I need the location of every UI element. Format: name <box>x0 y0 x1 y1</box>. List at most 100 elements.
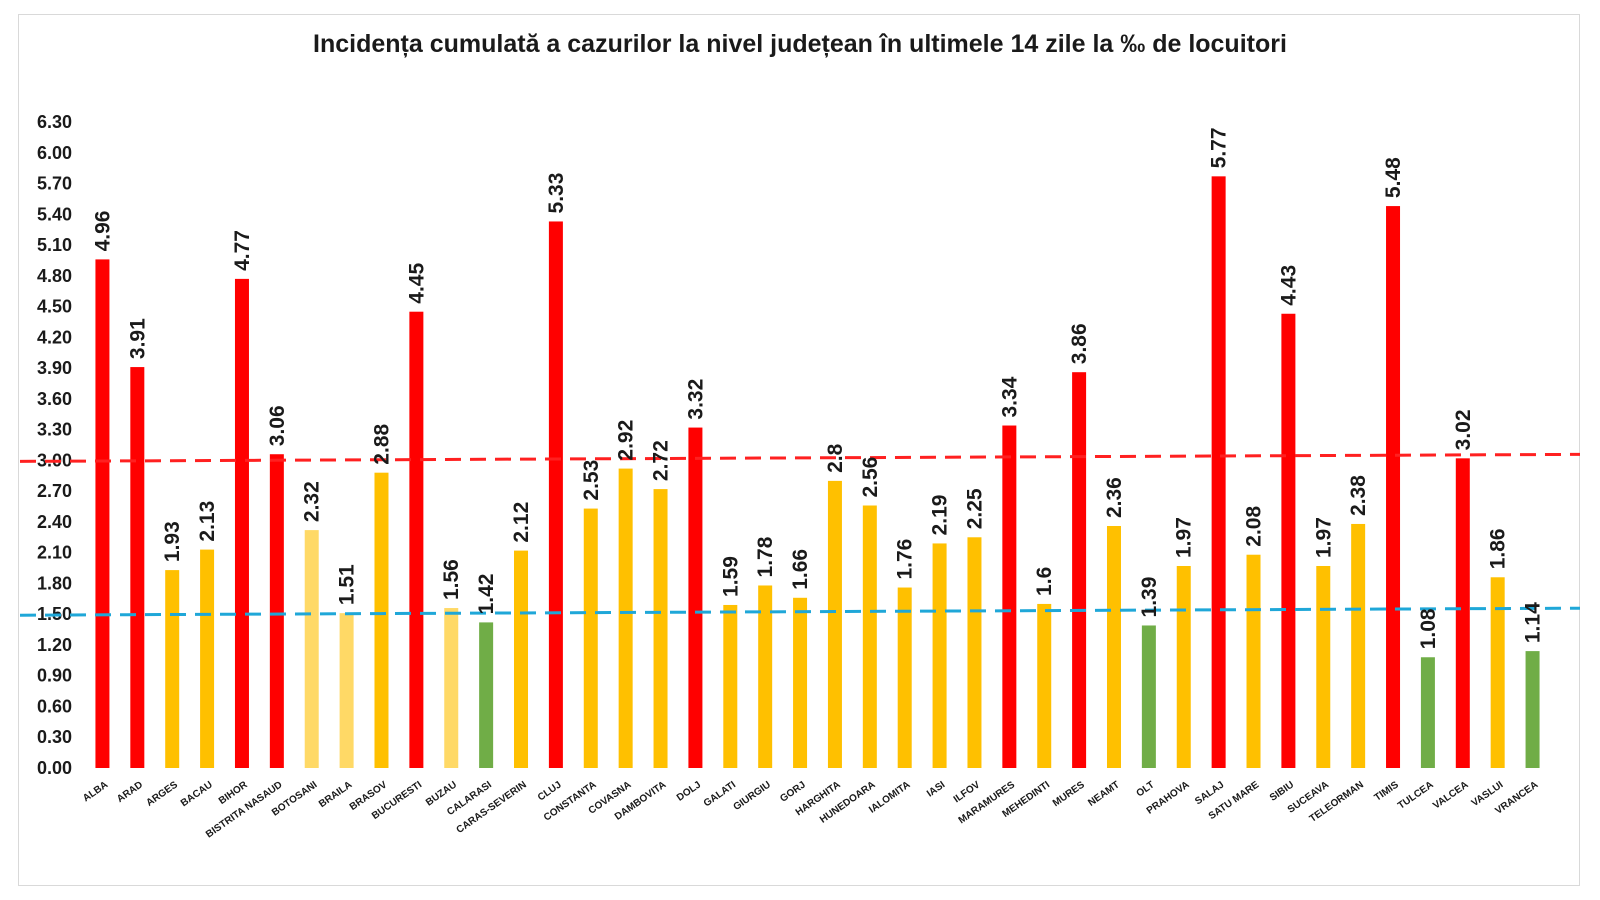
bar-value-label: 1.93 <box>161 521 184 562</box>
bar-galati <box>723 604 738 768</box>
x-tick-label: IASI <box>925 779 947 799</box>
x-tick-label: CLUJ <box>536 779 564 803</box>
y-tick-label: 1.80 <box>37 573 72 593</box>
x-tick-label: VALCEA <box>1431 779 1470 811</box>
bar-value-label: 2.12 <box>510 502 533 543</box>
x-tick-label: TIMIS <box>1373 779 1401 803</box>
bar-teleorman <box>1351 523 1366 768</box>
y-tick-label: 0.30 <box>37 727 72 747</box>
bar-value-label: 1.39 <box>1138 577 1161 618</box>
bar-braila <box>339 613 354 768</box>
y-tick-label: 5.10 <box>37 235 72 255</box>
y-tick-label: 1.20 <box>37 635 72 655</box>
bar-value-label: 4.77 <box>231 230 254 271</box>
bar-value-label: 1.08 <box>1417 608 1440 649</box>
bar-value-label: 5.48 <box>1382 157 1405 198</box>
bar-value-label: 2.92 <box>615 420 638 461</box>
y-tick-label: 6.00 <box>37 143 72 163</box>
bar-salaj <box>1211 176 1226 768</box>
y-tick-label: 5.70 <box>37 174 72 194</box>
bars <box>95 176 1540 769</box>
y-tick-label: 0.90 <box>37 666 72 686</box>
bar-bacau <box>200 549 215 768</box>
x-tick-label: TULCEA <box>1396 779 1436 811</box>
bar-value-label: 2.88 <box>370 423 393 464</box>
x-tick-label: BACAU <box>179 779 215 809</box>
y-tick-label: 6.30 <box>37 112 72 132</box>
y-tick-label: 3.90 <box>37 358 72 378</box>
bar-value-label: 1.42 <box>475 574 498 615</box>
bar-value-label: 1.59 <box>719 556 742 597</box>
bar-value-label: 1.6 <box>1033 567 1056 596</box>
bar-bistrita-nasaud <box>269 454 284 768</box>
bar-value-label: 5.77 <box>1208 127 1231 168</box>
bar-harghita <box>827 480 842 768</box>
x-tick-label: OLT <box>1134 779 1156 799</box>
y-tick-label: 5.40 <box>37 204 72 224</box>
bar-dambovita <box>653 489 668 768</box>
bar-value-label: 3.34 <box>998 376 1021 417</box>
bar-bucuresti <box>409 311 424 768</box>
bar-giurgiu <box>758 585 773 768</box>
bar-timis <box>1386 206 1401 769</box>
bar-sibiu <box>1281 313 1296 768</box>
x-tick-label: GIURGIU <box>732 779 773 813</box>
bar-dolj <box>688 427 703 768</box>
bar-satu-mare <box>1246 554 1261 768</box>
bar-hunedoara <box>862 505 877 768</box>
y-tick-label: 2.70 <box>37 481 72 501</box>
bar-botosani <box>304 530 319 768</box>
bar-value-label: 2.8 <box>824 443 847 473</box>
bar-value-label: 1.78 <box>754 536 777 577</box>
bar-gorj <box>793 597 808 768</box>
bar-value-label: 1.14 <box>1522 602 1545 643</box>
bar-tulcea <box>1420 657 1435 768</box>
bar-caras-severin <box>514 550 529 768</box>
reference-line-1-5 <box>19 606 1581 617</box>
bar-value-label: 2.36 <box>1103 477 1126 518</box>
bar-arges <box>165 570 180 768</box>
bar-suceava <box>1316 565 1331 768</box>
bar-value-label: 3.32 <box>684 379 707 420</box>
bar-constanta <box>583 508 598 768</box>
bar-buzau <box>444 608 459 768</box>
y-tick-label: 4.20 <box>37 327 72 347</box>
bar-bihor <box>234 278 249 768</box>
bar-value-label: 2.25 <box>963 488 986 529</box>
bar-value-label: 3.02 <box>1452 409 1475 450</box>
bar-value-label: 5.33 <box>545 173 568 214</box>
bar-value-label: 1.76 <box>894 539 917 580</box>
bar-value-label: 2.13 <box>196 501 219 542</box>
x-tick-label: DOLJ <box>675 779 703 803</box>
bar-mures <box>1072 372 1087 768</box>
bar-value-label: 3.91 <box>126 318 149 359</box>
bar-value-label: 4.43 <box>1277 265 1300 306</box>
bar-calarasi <box>479 622 494 768</box>
bar-value-label: 3.86 <box>1068 323 1091 364</box>
x-tick-label: ARAD <box>115 779 145 805</box>
bar-value-label: 2.19 <box>929 495 952 536</box>
bar-value-label: 2.56 <box>859 457 882 498</box>
bar-arad <box>130 367 145 768</box>
bar-neamt <box>1106 526 1121 768</box>
bar-value-label: 1.97 <box>1173 517 1196 558</box>
x-tick-label: ALBA <box>81 779 110 804</box>
bar-value-label: 4.96 <box>91 211 114 252</box>
y-tick-label: 0.60 <box>37 696 72 716</box>
x-tick-label: MURES <box>1051 779 1087 809</box>
bar-value-label: 2.38 <box>1347 475 1370 516</box>
bar-value-label: 1.86 <box>1487 528 1510 569</box>
bar-olt <box>1141 625 1156 768</box>
y-tick-label: 2.40 <box>37 512 72 532</box>
bar-cluj <box>548 221 563 768</box>
bar-value-label: 1.51 <box>336 564 359 605</box>
x-tick-label: NEAMT <box>1086 779 1121 808</box>
bar-ilfov <box>967 537 982 768</box>
bar-valcea <box>1455 458 1470 768</box>
bar-mehedinti <box>1037 603 1052 768</box>
bar-iasi <box>932 543 947 768</box>
bar-value-label: 2.53 <box>580 460 603 501</box>
bar-value-label: 1.66 <box>789 549 812 590</box>
